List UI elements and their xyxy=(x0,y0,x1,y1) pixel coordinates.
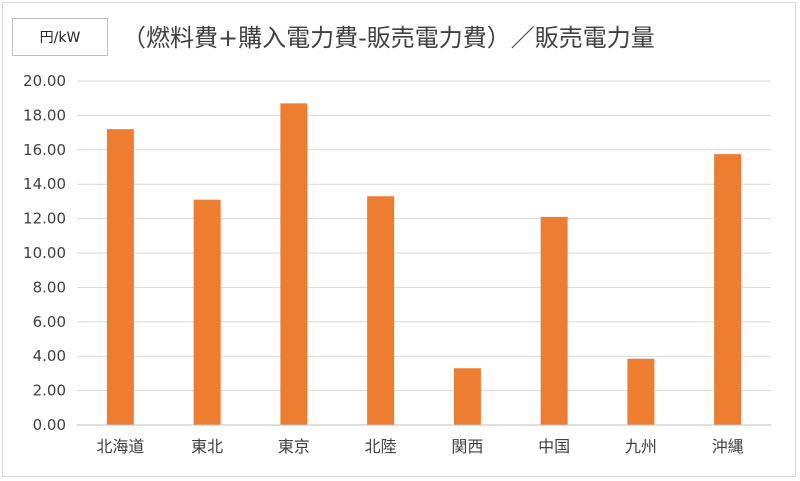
y-tick-label: 20.00 xyxy=(23,72,66,90)
bar-2 xyxy=(280,103,308,426)
x-category-label: 関西 xyxy=(451,437,483,456)
x-axis-category-labels: 北海道 東北 東京 北陸 関西 中国 九州 沖縄 xyxy=(96,437,743,456)
bars xyxy=(106,103,742,426)
x-category-label: 北海道 xyxy=(96,437,144,456)
chart-title: （燃料費+購入電力費-販売電力費）／販売電力量 xyxy=(122,24,655,52)
unit-label: 円/kW xyxy=(12,18,108,56)
y-axis-tick-labels: 0.00 2.00 4.00 6.00 8.00 10.00 12.00 14.00 16.00… xyxy=(23,72,66,434)
y-tick-label: 10.00 xyxy=(23,244,66,262)
x-category-label: 北陸 xyxy=(365,437,397,456)
x-category-label: 東北 xyxy=(191,437,223,456)
y-tick-label: 8.00 xyxy=(33,278,66,296)
x-category-label: 中国 xyxy=(538,437,570,456)
bar-7 xyxy=(714,154,742,425)
y-tick-label: 18.00 xyxy=(23,106,66,124)
y-tick-label: 12.00 xyxy=(23,210,66,228)
y-tick-label: 16.00 xyxy=(23,141,66,159)
y-tick-label: 4.00 xyxy=(33,347,66,365)
y-tick-label: 14.00 xyxy=(23,175,66,193)
bar-6 xyxy=(627,358,655,425)
bar-3 xyxy=(367,196,395,425)
x-category-label: 九州 xyxy=(625,437,657,456)
bar-0 xyxy=(106,129,134,425)
bar-4 xyxy=(453,368,481,425)
x-category-label: 東京 xyxy=(278,437,310,456)
bar-1 xyxy=(193,199,221,425)
x-category-label: 沖縄 xyxy=(712,437,744,456)
y-tick-label: 6.00 xyxy=(33,313,66,331)
gridlines xyxy=(77,80,771,392)
bar-5 xyxy=(540,216,568,425)
y-tick-label: 2.00 xyxy=(33,382,66,400)
y-tick-label: 0.00 xyxy=(33,416,66,434)
